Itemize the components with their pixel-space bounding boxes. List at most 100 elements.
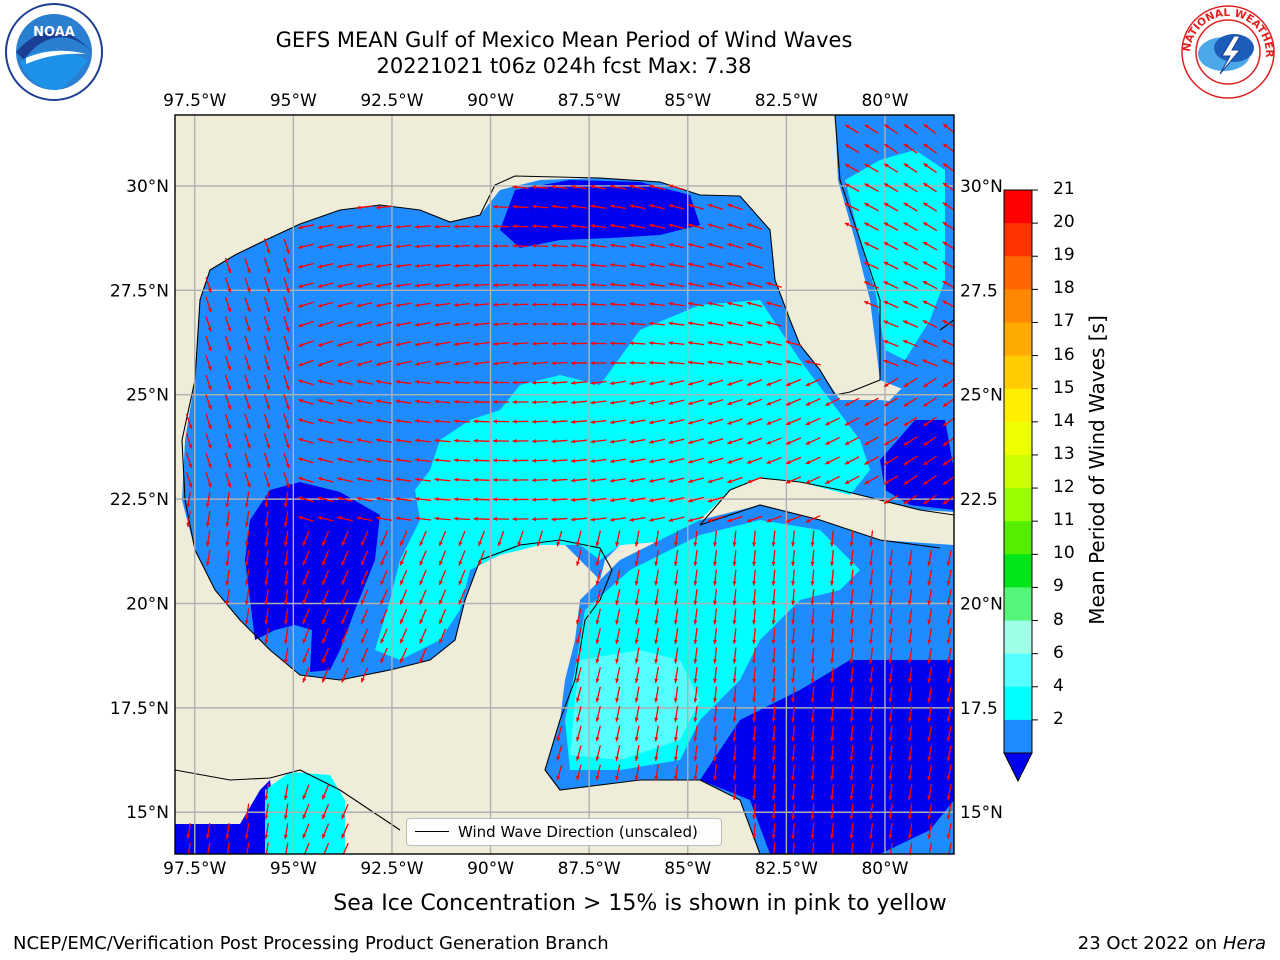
wave-direction-arrow [629,380,646,386]
wave-direction-arrow [283,296,290,313]
wave-direction-arrow [609,302,627,307]
wave-direction-arrow [551,204,568,209]
wave-direction-arrow [752,686,757,703]
wave-direction-arrow [844,417,860,426]
wave-direction-arrow [380,589,388,605]
wave-direction-arrow [380,530,388,547]
wave-direction-arrow [673,686,679,703]
wave-direction-arrow [551,439,568,444]
wave-direction-arrow [283,355,290,371]
wave-direction-arrow [337,418,353,424]
wave-direction-arrow [283,238,290,254]
wave-direction-arrow [713,530,718,547]
lon-tick-top: 95°W [270,91,317,111]
wave-direction-arrow [414,224,432,229]
wave-direction-arrow [263,374,271,391]
map-title: GEFS MEAN Gulf of Mexico Mean Period of … [275,28,853,52]
wave-direction-arrow [791,666,796,684]
wave-direction-arrow [615,647,621,664]
wave-direction-arrow [356,340,373,347]
wave-direction-arrow [668,321,685,326]
wave-direction-arrow [942,260,954,269]
wave-direction-arrow [752,803,757,820]
wave-direction-arrow [903,221,918,232]
wave-direction-arrow [302,608,310,625]
wave-direction-arrow [264,510,269,528]
wave-direction-arrow [244,588,250,606]
wave-direction-arrow [298,262,314,269]
wave-direction-arrow [609,517,627,522]
wave-direction-arrow [263,413,271,430]
wave-direction-arrow [317,359,334,367]
wave-direction-arrow [746,321,763,327]
wave-direction-arrow [414,516,432,521]
wave-direction-arrow [356,418,373,424]
wave-direction-arrow [693,744,698,762]
wave-direction-arrow [888,666,893,684]
wave-direction-arrow [844,456,860,465]
wave-direction-arrow [791,705,796,723]
wave-direction-arrow [946,667,952,683]
wave-direction-arrow [946,686,952,703]
wave-direction-arrow [849,725,854,742]
wave-direction-arrow [414,379,432,385]
wave-direction-arrow [810,725,815,742]
wave-direction-arrow [844,163,860,173]
wave-direction-arrow [512,439,529,444]
wave-direction-arrow [205,374,212,391]
wave-direction-arrow [570,361,588,366]
wave-direction-arrow [453,263,471,268]
wave-direction-arrow [849,569,854,586]
wave-direction-arrow [395,516,412,521]
wave-direction-arrow [888,627,893,645]
wave-direction-arrow [531,458,549,463]
wave-direction-arrow [654,706,659,722]
wave-direction-arrow [883,281,899,289]
wave-direction-arrow [285,842,289,854]
wave-direction-arrow [590,439,607,444]
wave-direction-arrow [888,783,893,801]
wave-direction-arrow [888,803,893,820]
wave-direction-arrow [629,223,646,229]
wave-direction-arrow [375,263,393,269]
colorbar [1003,189,1038,783]
wave-direction-arrow [883,261,899,270]
wave-direction-arrow [556,725,563,742]
wave-direction-arrow [844,475,860,485]
wave-direction-arrow [634,589,640,605]
colorbar-segment [1004,322,1032,357]
wave-direction-arrow [713,549,718,567]
wave-direction-arrow [341,589,349,605]
wave-direction-arrow [888,608,893,625]
wave-direction-arrow [376,438,392,444]
wave-direction-arrow [531,243,549,248]
wave-direction-arrow [727,360,743,365]
wave-direction-arrow [376,360,392,367]
wave-direction-arrow [844,124,860,134]
wave-direction-arrow [244,491,250,508]
wave-direction-arrow [942,300,954,308]
wave-direction-arrow [649,516,665,522]
wave-direction-arrow [868,608,874,625]
wave-direction-arrow [609,262,627,268]
wave-direction-arrow [883,377,899,388]
wave-direction-arrow [414,457,432,463]
wave-direction-arrow [923,416,937,427]
lat-tick-right: 30°N [960,177,1003,197]
wave-direction-arrow [458,530,466,547]
wave-direction-arrow [946,628,952,644]
region-atlantic-short [845,150,945,360]
wave-direction-arrow [609,419,627,425]
wave-direction-arrow [395,263,412,269]
wave-direction-arrow [864,163,879,173]
wave-direction-arrow [302,530,310,547]
wave-direction-arrow [264,569,269,586]
wave-direction-arrow [360,667,369,683]
wave-direction-arrow [634,569,640,586]
wave-direction-arrow [727,379,743,386]
wave-direction-arrow [224,472,232,488]
map-panel [175,115,954,854]
lon-tick-bottom: 97.5°W [163,859,226,879]
wave-direction-arrow [492,438,510,443]
wave-direction-arrow [863,261,880,270]
